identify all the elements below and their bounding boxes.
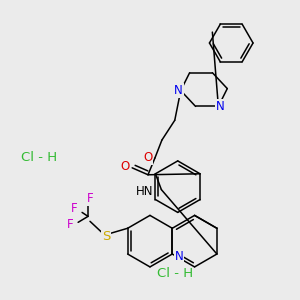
Text: F: F — [67, 218, 74, 231]
Text: Cl - H: Cl - H — [157, 267, 193, 280]
Text: N: N — [174, 84, 183, 97]
Text: N: N — [175, 250, 184, 262]
Text: HN: HN — [136, 185, 154, 198]
Text: Cl - H: Cl - H — [21, 152, 57, 164]
Text: F: F — [87, 192, 93, 205]
Text: F: F — [71, 202, 77, 215]
Text: O: O — [143, 152, 153, 164]
Text: O: O — [121, 160, 130, 173]
Text: N: N — [216, 100, 225, 113]
Text: S: S — [102, 230, 110, 243]
